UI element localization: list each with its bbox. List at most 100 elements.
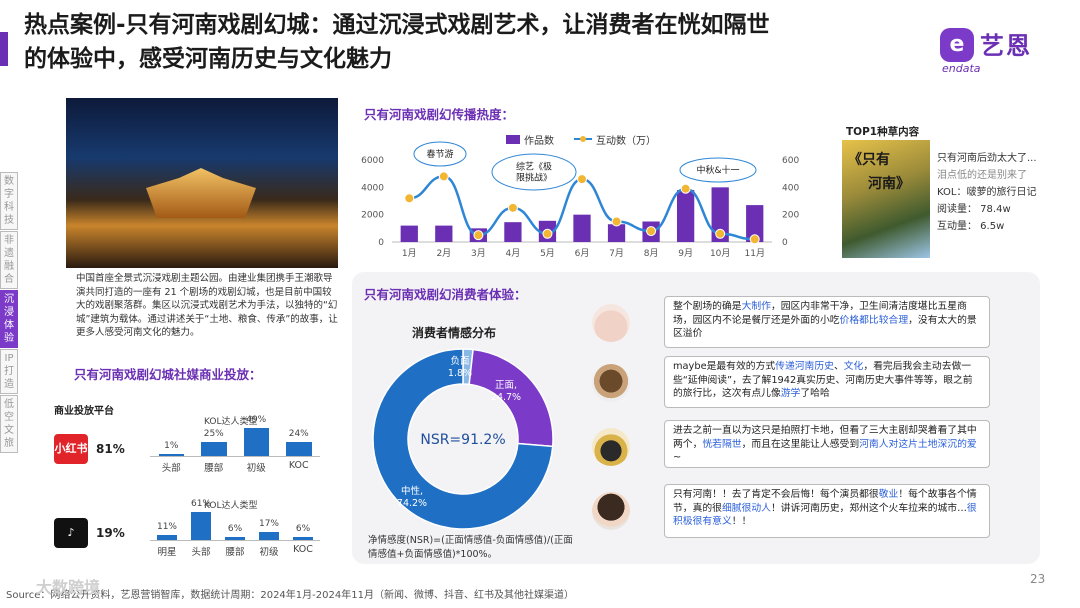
side-tab-1[interactable]: 非遗融合 — [0, 231, 18, 289]
x-tick-label: 4月 — [506, 248, 521, 259]
y-left-tick: 0 — [378, 238, 384, 248]
line-point-1月 — [404, 193, 415, 204]
x-tick-label: 1月 — [402, 248, 417, 259]
side-tab-3[interactable]: IP打造 — [0, 349, 18, 394]
kol-bar-value: 11% — [156, 521, 177, 532]
line-point-8月 — [646, 226, 657, 237]
top1-cover-text-line2: 河南》 — [868, 176, 910, 192]
legend-line-marker — [580, 136, 586, 142]
comment-highlight: 恍若隔世 — [702, 438, 742, 450]
callout-bubble-1 — [491, 153, 577, 191]
kol-bar-value: 1% — [164, 441, 179, 451]
comment-highlight: 传递河南历史 — [775, 361, 834, 372]
kol-bar — [286, 442, 312, 456]
top1-cover-image[interactable]: 《只有 河南》 — [842, 140, 930, 258]
kol-category: 腰部 — [204, 463, 224, 474]
comment-text: ！！ — [731, 516, 752, 527]
side-tab-4[interactable]: 低空文旅 — [0, 395, 18, 453]
comment-highlight: 敬业 — [878, 489, 899, 500]
donut-title: 消费者情感分布 — [412, 326, 497, 340]
comment-highlight: 很积极很有意义 — [673, 502, 977, 528]
y-left-tick: 6000 — [361, 156, 384, 166]
kol-bar — [158, 454, 184, 456]
comment-highlight: 价格都比较合理 — [839, 314, 909, 326]
line-point-4月 — [507, 202, 518, 213]
xiaohongshu-icon[interactable]: 小红书 — [54, 434, 88, 464]
donut-label-负面: 1.8% — [448, 368, 472, 379]
bar-4月 — [504, 222, 522, 242]
commenter-avatar[interactable] — [592, 428, 630, 466]
side-nav: 数字科技 非遗融合 沉浸体验 IP打造 低空文旅 — [0, 172, 20, 454]
comment-text: 、 — [833, 361, 844, 372]
page-title-line2: 的体验中，感受河南历史与文化魅力 — [24, 46, 392, 72]
kol-bar — [258, 532, 280, 540]
callout-text-1: 综艺《极 — [516, 161, 552, 173]
top1-cover-text: 《只有 河南》 — [848, 148, 910, 196]
comment-highlight: 大制作 — [741, 301, 771, 312]
kol-category: KOC — [293, 544, 313, 555]
bar-10月 — [711, 187, 729, 242]
line-point-6月 — [577, 174, 587, 185]
spread-chart: 作品数 互动数（万） 0 2000 4000 6000 0 200 400 600 1月 2月 3月 4月… — [361, 134, 799, 259]
y-right-tick: 600 — [782, 156, 799, 166]
kol-bar — [243, 428, 269, 456]
callout-bubble-2 — [679, 157, 757, 183]
page-number: 23 — [1030, 572, 1046, 586]
douyin-icon[interactable]: ♪ — [54, 518, 88, 548]
comment-highlight: 文化 — [843, 361, 864, 372]
kol-bar — [201, 441, 227, 456]
kol-bar — [292, 537, 314, 540]
comment-text: ，而且在这里能让人感受到 — [741, 438, 860, 450]
bar-7月 — [607, 224, 626, 242]
x-tick-label: 7月 — [609, 248, 624, 259]
kol-category: 明星 — [157, 547, 177, 558]
line-point-5月 — [542, 228, 553, 239]
commenter-avatar[interactable] — [592, 364, 630, 402]
commenter-avatar[interactable] — [592, 304, 630, 342]
donut-label-正面: 正面, — [495, 380, 517, 391]
consumer-comment: 整个剧场的确是大制作，园区内非常干净，卫生间清洁度堪比五星商场，园区内不论是餐厅… — [664, 296, 990, 348]
kol-category: 腰部 — [225, 547, 245, 558]
logo-text: 艺恩 — [980, 32, 1032, 60]
line-point-3月 — [473, 230, 484, 241]
commenter-avatar[interactable] — [592, 492, 630, 530]
comment-highlight: 细腻很动人 — [721, 502, 771, 514]
nsr-value: NSR=91.2% — [420, 432, 505, 448]
comment-text: maybe是最有效的方式 — [673, 361, 776, 372]
platform-share: 19% — [96, 526, 125, 540]
endata-logo: e 艺恩 endata — [940, 28, 1060, 75]
legend-bar-label: 作品数 — [524, 134, 554, 147]
y-right-tick: 400 — [782, 183, 799, 193]
watermark-text: 大数跨境 — [36, 578, 101, 597]
donut-slice-中性 — [372, 348, 554, 530]
donut-label-正面: 24.7% — [491, 392, 521, 403]
x-tick-label: 6月 — [575, 248, 590, 259]
title-accent-bar — [0, 32, 8, 66]
kol-axis — [150, 456, 320, 457]
side-tab-2[interactable]: 沉浸体验 — [0, 290, 18, 348]
y-right-tick: 200 — [782, 211, 799, 221]
top1-cover-text-line1: 《只有 — [848, 152, 890, 168]
kol-bar-value: 24% — [288, 429, 309, 440]
bar-9月 — [677, 190, 695, 242]
callout-text-1: 限挑战》 — [516, 172, 552, 184]
kol-bar-value: 6% — [295, 524, 311, 535]
donut-label-负面: 负面 — [450, 355, 469, 367]
theater-photo — [66, 98, 338, 268]
kol-bar-value: 25% — [203, 428, 224, 439]
x-tick-label: 10月 — [710, 248, 730, 259]
top1-info: 只有河南后劲太大了... 泪点低的还是别来了 KOL：啵萝的旅行日记 阅读量： … — [937, 150, 1067, 235]
bar-2月 — [435, 225, 453, 242]
side-tab-0[interactable]: 数字科技 — [0, 172, 18, 230]
platform-label: 商业投放平台 — [54, 406, 114, 417]
logo-mark-icon: e — [940, 28, 974, 62]
top1-desc-1: 只有河南后劲太大了... — [937, 153, 1037, 164]
comment-text: 只有河南！！去了肯定不会后悔！每个演员都很 — [673, 489, 879, 500]
kol-bar — [190, 512, 212, 540]
legend-bar-swatch — [506, 135, 520, 144]
comment-text: ！每个故事各个情节，真的很 — [673, 489, 977, 514]
x-tick-label: 2月 — [436, 248, 451, 259]
top1-kol: KOL：啵萝的旅行日记 — [937, 187, 1037, 198]
comment-highlight: 河南人对这片土地深沉的爱 — [859, 438, 977, 450]
page-title: 热点案例-只有河南戏剧幻城：通过沉浸式戏剧艺术，让消费者在恍如隔世 的体验中，感… — [24, 8, 924, 76]
